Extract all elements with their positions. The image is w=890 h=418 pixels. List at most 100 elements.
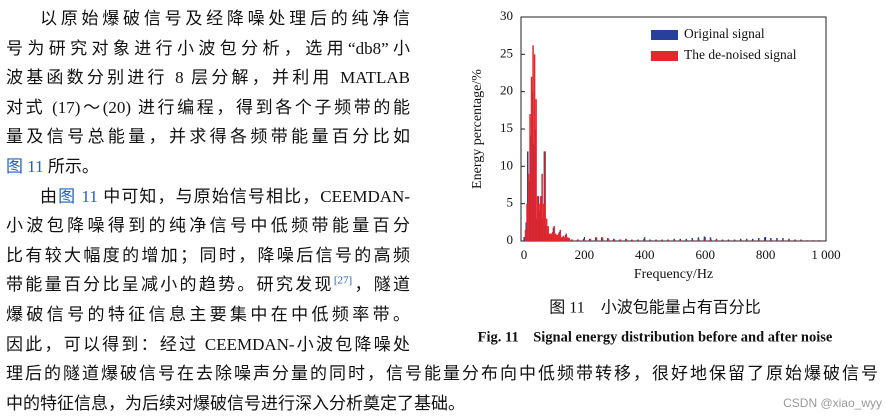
bar	[782, 238, 784, 241]
bar	[631, 239, 633, 241]
bar	[523, 237, 526, 241]
bar	[595, 237, 598, 241]
bar	[691, 238, 694, 241]
bar	[551, 232, 554, 241]
bar	[721, 239, 724, 241]
text-column: 以原始爆破信号及经降噪处理后的纯净信 号为研究对象进行小波包分析，选用“db8”…	[6, 4, 410, 359]
text-span: 由	[40, 186, 59, 206]
bar	[638, 240, 640, 241]
bar	[788, 238, 790, 241]
bar	[644, 240, 646, 241]
bar	[806, 240, 808, 241]
bar	[812, 240, 814, 241]
bar	[524, 229, 527, 241]
x-tick-label: 400	[635, 247, 655, 262]
bar	[532, 45, 534, 241]
bar	[745, 238, 748, 241]
bar	[739, 238, 742, 241]
bar	[536, 196, 539, 241]
bar	[529, 114, 531, 241]
citation[interactable]: [27]	[333, 274, 353, 287]
bar	[680, 240, 682, 241]
bar	[538, 203, 540, 241]
bar	[561, 237, 563, 241]
bar	[613, 239, 616, 241]
bar	[643, 238, 645, 241]
y-tick-label: 20	[500, 83, 513, 98]
bar	[577, 239, 580, 241]
bar	[770, 238, 772, 241]
bar	[539, 196, 542, 241]
bar	[589, 238, 592, 241]
bar	[807, 240, 809, 241]
text-line: 理后的隧道爆破信号在去除噪声分量的同时，信号能量分布向中低频带转移，很好地保留了…	[6, 364, 878, 383]
text-line: 号为研究对象进行小波包分析，选用“db8”小	[6, 38, 410, 58]
text-span: 所示。	[43, 156, 99, 176]
bar	[583, 239, 586, 241]
bar	[715, 238, 718, 241]
bar	[728, 240, 731, 241]
bar	[800, 239, 802, 241]
figure-link[interactable]: 图 11	[58, 186, 98, 206]
bar	[649, 239, 651, 241]
text-span: 中可知，与原始信号相比，CEEMDAN-	[97, 186, 410, 206]
text-block: 理后的隧道爆破信号在去除噪声分量的同时，信号能量分布向中低频带转移，很好地保留了…	[6, 359, 878, 418]
bar	[751, 238, 754, 241]
bar	[703, 236, 706, 241]
bar	[588, 238, 591, 241]
bar	[631, 240, 634, 241]
bar	[625, 239, 628, 241]
bar	[752, 240, 755, 241]
bar	[637, 239, 639, 241]
text-line: 小波包降噪得到的纯净信号中低频带能量百分	[6, 216, 410, 236]
bar	[562, 235, 565, 241]
text-line: 比有较大幅度的增加；同时，降噪后信号的高频	[6, 245, 410, 265]
y-tick-label: 25	[500, 45, 513, 60]
legend-label: Original signal	[684, 26, 765, 41]
bar	[547, 226, 549, 241]
bar	[704, 239, 706, 241]
bar	[722, 240, 725, 241]
y-axis-title: Energy percentage/%	[470, 69, 485, 189]
text-line: 由图 11 中可知，与原始信号相比，CEEMDAN-	[6, 182, 410, 212]
bar	[545, 218, 548, 241]
x-tick-label: 0	[521, 247, 528, 262]
bar	[770, 240, 773, 241]
text-line: 波基函数分别进行 8 层分解，并利用 MATLAB	[6, 68, 410, 88]
legend-swatch	[651, 30, 678, 40]
bar	[556, 235, 558, 241]
bar	[709, 237, 712, 241]
bar	[692, 240, 694, 241]
legend-swatch	[651, 51, 678, 61]
bar	[526, 151, 529, 241]
x-tick-label: 1 000	[811, 247, 840, 262]
bar	[789, 240, 791, 241]
bar	[600, 237, 603, 241]
bar	[619, 239, 622, 241]
legend-label: The de-noised signal	[684, 47, 797, 62]
bar	[542, 203, 545, 241]
text-line: 对式 (17)～(20) 进行编程，得到各个子频带的能	[6, 97, 410, 117]
x-tick-label: 800	[756, 247, 776, 262]
bar	[541, 173, 543, 241]
figure-link[interactable]: 图 11	[6, 156, 44, 176]
x-axis-title: Frequency/Hz	[634, 267, 713, 282]
bar	[679, 238, 681, 241]
bar	[686, 240, 688, 241]
bar	[764, 237, 766, 241]
bar	[650, 240, 652, 241]
text-line: 以原始爆破信号及经降噪处理后的纯净信	[40, 9, 410, 28]
bar	[740, 240, 743, 241]
caption-cn: 图 11 小波包能量占有百分比	[549, 299, 760, 317]
bar	[559, 229, 562, 241]
chart: 图 11 小波包能量占有百分比 Fig. 11 Signal energy di…	[470, 8, 840, 345]
bar	[698, 239, 700, 241]
bar	[543, 151, 546, 241]
y-tick-label: 10	[500, 157, 513, 172]
bar	[661, 239, 663, 241]
bar	[795, 240, 797, 241]
bar	[582, 238, 585, 241]
text-line: 因此，可以得到：经过 CEEMDAN-小波包降噪处	[6, 334, 410, 354]
bar	[667, 239, 669, 241]
bar	[758, 238, 760, 241]
